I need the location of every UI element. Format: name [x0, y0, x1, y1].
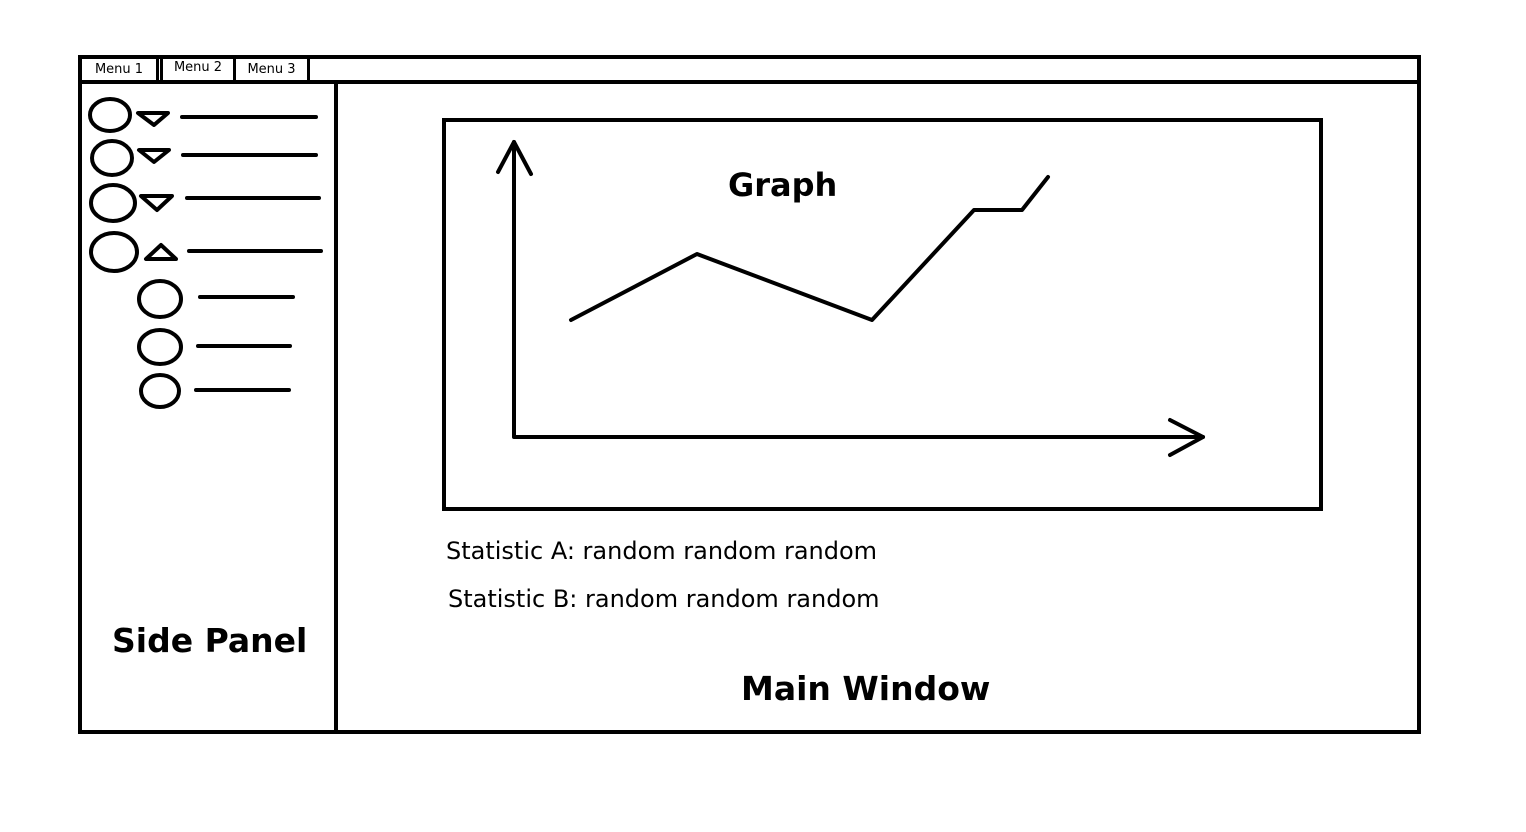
- statistic-b: Statistic B: random random random: [448, 585, 880, 613]
- side-panel-label: Side Panel: [112, 621, 308, 660]
- app-window: Menu 1 Menu 2 Menu 3: [78, 55, 1421, 734]
- item-circle-icon: [137, 328, 183, 366]
- menu-2[interactable]: Menu 2: [160, 59, 236, 81]
- item-circle-icon: [88, 97, 132, 133]
- triangle-down-icon[interactable]: [139, 194, 174, 212]
- triangle-down-icon[interactable]: [137, 148, 171, 164]
- main-window-label: Main Window: [741, 669, 991, 708]
- item-circle-icon: [90, 139, 134, 177]
- graph-title: Graph: [728, 166, 838, 204]
- item-circle-icon: [137, 279, 183, 319]
- graph-panel: [442, 118, 1323, 511]
- triangle-down-icon[interactable]: [136, 111, 170, 127]
- side-item-3[interactable]: [89, 183, 321, 223]
- side-child-item-3[interactable]: [139, 373, 291, 409]
- menu-3[interactable]: Menu 3: [236, 59, 310, 81]
- side-panel: [82, 84, 338, 730]
- menu-1[interactable]: Menu 1: [82, 59, 159, 81]
- side-item-4[interactable]: [89, 231, 323, 273]
- side-child-item-2[interactable]: [137, 328, 292, 366]
- item-circle-icon: [89, 183, 137, 223]
- side-child-item-1[interactable]: [137, 279, 295, 319]
- side-item-1[interactable]: [88, 97, 318, 133]
- side-item-2[interactable]: [90, 139, 318, 177]
- menu-bar: Menu 1 Menu 2 Menu 3: [82, 59, 1417, 84]
- item-circle-icon: [139, 373, 181, 409]
- triangle-up-icon[interactable]: [144, 243, 178, 261]
- statistic-a: Statistic A: random random random: [446, 537, 878, 565]
- item-circle-icon: [89, 231, 139, 273]
